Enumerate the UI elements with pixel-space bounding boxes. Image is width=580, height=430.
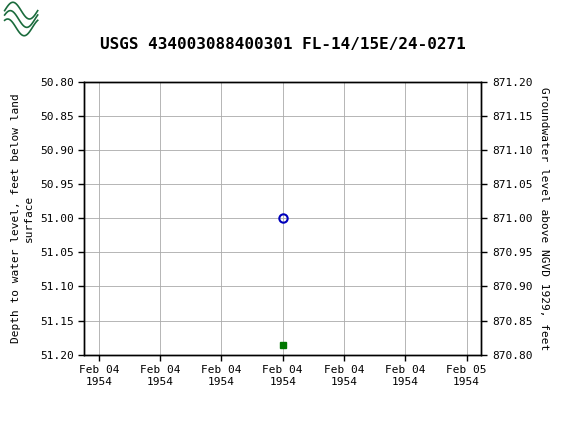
Bar — [3, 2, 70, 36]
Y-axis label: Groundwater level above NGVD 1929, feet: Groundwater level above NGVD 1929, feet — [539, 86, 549, 350]
Title: USGS 434003088400301 FL-14/15E/24-0271: USGS 434003088400301 FL-14/15E/24-0271 — [100, 37, 466, 52]
Y-axis label: Depth to water level, feet below land
surface: Depth to water level, feet below land su… — [11, 93, 34, 343]
Text: USGS: USGS — [73, 10, 124, 28]
